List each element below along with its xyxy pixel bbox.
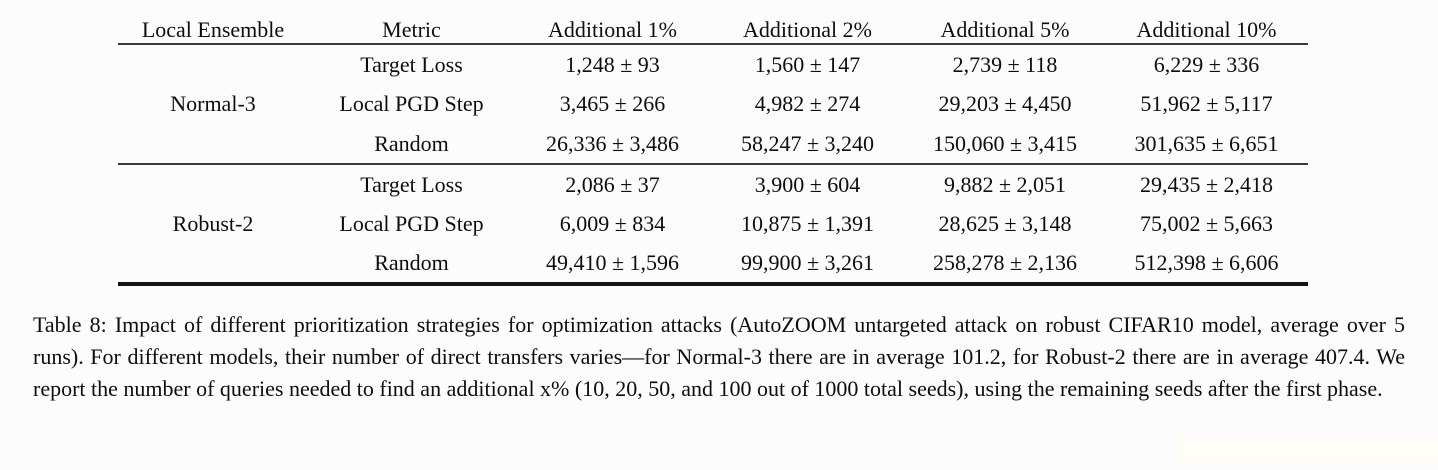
table-row: Random 26,336 ± 3,486 58,247 ± 3,240 150…	[118, 124, 1308, 164]
group-normal-3: Normal-3 Target Loss 1,248 ± 93 1,560 ± …	[118, 44, 1308, 164]
column-header-metric: Metric	[382, 17, 441, 42]
metric-cell: Target Loss	[360, 51, 463, 77]
value-cell: 6,009 ± 834	[559, 211, 666, 236]
screenshot-artifact	[1178, 437, 1438, 463]
value-cell: 3,900 ± 604	[754, 171, 861, 197]
value-cell: 4,982 ± 274	[754, 91, 861, 116]
value-cell: 2,739 ± 118	[952, 51, 1058, 77]
value-cell: 29,435 ± 2,418	[1139, 171, 1274, 197]
group-robust-2: Robust-2 Target Loss 2,086 ± 37 3,900 ± …	[118, 164, 1308, 284]
metric-cell: Random	[374, 130, 449, 156]
value-cell: 75,002 ± 5,663	[1139, 211, 1274, 236]
value-cell: 301,635 ± 6,651	[1134, 130, 1279, 156]
table-row: Robust-2 Target Loss 2,086 ± 37 3,900 ± …	[118, 164, 1308, 236]
ensemble-cell: Robust-2	[172, 210, 254, 236]
value-cell: 150,060 ± 3,415	[932, 130, 1078, 156]
value-cell: 26,336 ± 3,486	[545, 130, 680, 156]
metric-cell: Local PGD Step	[339, 211, 484, 236]
table-caption: Table 8: Impact of different prioritizat…	[33, 312, 1405, 401]
column-header-additional-1: Additional 1%	[548, 17, 677, 42]
value-cell: 3,465 ± 266	[559, 91, 666, 116]
column-header-local-ensemble: Local Ensemble	[141, 17, 285, 42]
ensemble-cell: Normal-3	[170, 91, 256, 116]
metric-cell: Target Loss	[360, 171, 463, 197]
column-header-additional-5: Additional 5%	[940, 17, 1070, 42]
value-cell: 1,248 ± 93	[565, 51, 660, 77]
value-cell: 49,410 ± 1,596	[545, 250, 680, 275]
column-header-additional-2: Additional 2%	[743, 17, 872, 42]
value-cell: 29,203 ± 4,450	[938, 91, 1072, 116]
value-cell: 28,625 ± 3,148	[938, 211, 1072, 236]
table-row: Local PGD Step 6,009 ± 834 10,875 ± 1,39…	[118, 204, 1308, 244]
metric-cell: Random	[374, 250, 449, 275]
metric-cell: Local PGD Step	[339, 91, 484, 116]
column-header-additional-10: Additional 10%	[1136, 17, 1277, 42]
results-table: Local Ensemble Metric Additional 1% Addi…	[118, 0, 1308, 286]
value-cell: 1,560 ± 147	[754, 51, 861, 77]
table-row: Random 49,410 ± 1,596 99,900 ± 3,261 258…	[118, 244, 1308, 284]
table-header-row: Local Ensemble Metric Additional 1% Addi…	[118, 0, 1308, 44]
value-cell: 6,229 ± 336	[1153, 51, 1260, 77]
value-cell: 512,398 ± 6,606	[1134, 250, 1279, 275]
value-cell: 58,247 ± 3,240	[740, 130, 875, 156]
value-cell: 10,875 ± 1,391	[740, 211, 875, 236]
value-cell: 258,278 ± 2,136	[932, 250, 1078, 275]
value-cell: 9,882 ± 2,051	[943, 171, 1067, 197]
value-cell: 99,900 ± 3,261	[740, 250, 875, 275]
value-cell: 2,086 ± 37	[565, 171, 660, 197]
table-row: Normal-3 Target Loss 1,248 ± 93 1,560 ± …	[118, 44, 1308, 117]
value-cell: 51,962 ± 5,117	[1140, 91, 1273, 116]
table-row: Local PGD Step 3,465 ± 266 4,982 ± 274 2…	[118, 84, 1308, 124]
